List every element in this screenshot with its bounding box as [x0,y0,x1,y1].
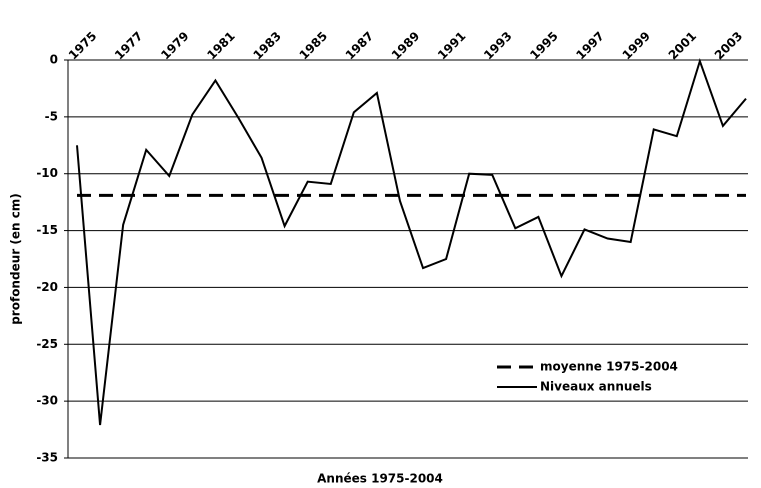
y-tick-label: 0 [50,53,58,67]
legend-label: Niveaux annuels [540,380,652,394]
x-tick-label: 1989 [389,29,423,63]
y-tick-label: -15 [36,223,58,237]
x-tick-label: 1997 [573,29,607,63]
y-tick-label: -10 [36,166,58,180]
x-tick-label: 1999 [620,29,654,63]
x-tick-label: 1987 [343,29,377,63]
x-tick-label: 1983 [250,29,284,63]
y-tick-label: -25 [36,337,58,351]
y-tick-label: -30 [36,394,58,408]
x-axis-label: Années 1975-2004 [317,472,443,486]
x-tick-label: 1985 [297,29,331,63]
x-tick-label: 1991 [435,29,469,63]
x-tick-label: 2001 [666,29,700,63]
x-tick-label: 1995 [527,29,561,63]
legend-label: moyenne 1975-2004 [540,360,678,374]
x-tick-label: 1981 [204,29,238,63]
x-tick-label: 1993 [481,29,515,63]
y-axis-label: profondeur (en cm) [9,193,23,325]
x-tick-label: 1977 [112,29,146,63]
y-tick-label: -20 [36,280,58,294]
y-tick-label: -5 [45,109,58,123]
x-tick-label: 2003 [712,29,746,63]
x-tick-label: 1975 [66,29,100,63]
line-series [76,57,747,426]
x-tick-label: 1979 [158,29,192,63]
y-tick-label: -35 [36,451,58,465]
